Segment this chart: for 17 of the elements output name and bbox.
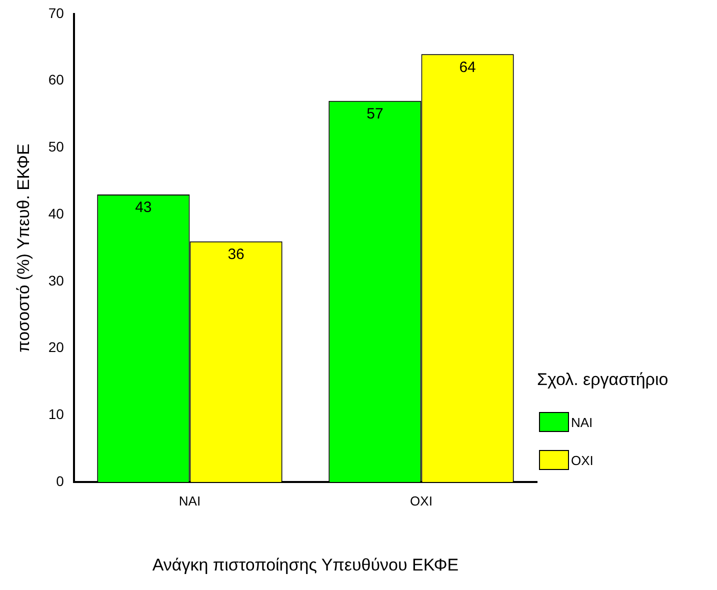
legend-label: ΝΑΙ bbox=[571, 414, 593, 430]
x-axis-title: Ανάγκη πιστοποίησης Υπευθύνου ΕΚΦΕ bbox=[152, 555, 459, 574]
y-tick-label: 0 bbox=[56, 472, 64, 489]
y-tick-label: 20 bbox=[48, 339, 64, 356]
legend-title: Σχολ. εργαστήριο bbox=[537, 370, 668, 390]
legend-label: ΟΧΙ bbox=[571, 452, 594, 468]
y-tick-label: 60 bbox=[48, 72, 64, 88]
data-label: 36 bbox=[228, 246, 244, 263]
data-label: 64 bbox=[459, 58, 476, 76]
y-tick-label: 40 bbox=[48, 205, 64, 222]
y-axis-title: ποσοστό (%) Υπευθ. ΕΚΦΕ bbox=[14, 144, 33, 352]
y-tick-label: 70 bbox=[48, 4, 64, 21]
y-tick-label: 10 bbox=[48, 406, 64, 422]
y-tick-label: 50 bbox=[48, 138, 64, 155]
data-label: 57 bbox=[366, 106, 384, 123]
data-label: 43 bbox=[135, 199, 152, 216]
y-tick-label: 30 bbox=[48, 272, 64, 288]
